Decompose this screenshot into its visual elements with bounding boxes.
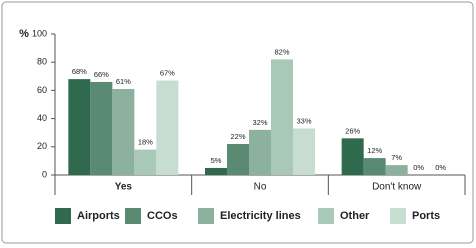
value-label: 7% [391, 153, 402, 162]
bar [249, 129, 271, 175]
x-tick-label: No [254, 182, 267, 193]
value-label: 5% [211, 156, 222, 165]
y-tick-label: 100 [32, 28, 47, 38]
value-label: 0% [413, 163, 424, 172]
legend-label: Airports [77, 210, 120, 222]
bar [68, 79, 91, 175]
value-label: 66% [94, 70, 109, 79]
value-label: 68% [72, 67, 87, 76]
bar [112, 88, 135, 175]
legend-swatch [318, 208, 334, 224]
legend-swatch [125, 208, 141, 224]
legend-label: Other [340, 210, 370, 222]
bar [90, 81, 113, 175]
bar [205, 167, 227, 175]
bar [341, 138, 364, 175]
legend-swatch [55, 208, 71, 224]
y-tick-label: 80 [37, 57, 47, 67]
y-tick-label: 40 [37, 113, 47, 123]
legend-swatch [390, 208, 406, 224]
x-tick-label: Don't know [372, 182, 422, 193]
value-label: 61% [116, 77, 131, 86]
legend-label: CCOs [147, 210, 178, 222]
value-label: 33% [296, 116, 311, 125]
value-label: 82% [274, 47, 289, 56]
bar [134, 149, 157, 175]
x-tick-label: Yes [115, 182, 133, 193]
legend-label: Electricity lines [220, 210, 301, 222]
y-tick-label: 60 [37, 85, 47, 95]
legend-label: Ports [412, 210, 440, 222]
bar [271, 59, 293, 175]
value-label: 26% [345, 126, 360, 135]
value-label: 67% [160, 69, 175, 78]
y-tick-label: 20 [37, 141, 47, 151]
bar [293, 128, 315, 175]
value-label: 22% [230, 132, 245, 141]
value-label: 12% [367, 146, 382, 155]
value-label: 32% [252, 118, 267, 127]
value-label: 18% [138, 138, 153, 147]
bar [363, 158, 386, 175]
legend-swatch [198, 208, 214, 224]
bar [385, 165, 408, 175]
value-label: 0% [435, 163, 446, 172]
bar [156, 80, 179, 175]
bar [227, 143, 249, 175]
y-axis-label: % [19, 28, 29, 40]
chart-border [1, 1, 474, 244]
y-tick-label: 0 [42, 169, 47, 179]
